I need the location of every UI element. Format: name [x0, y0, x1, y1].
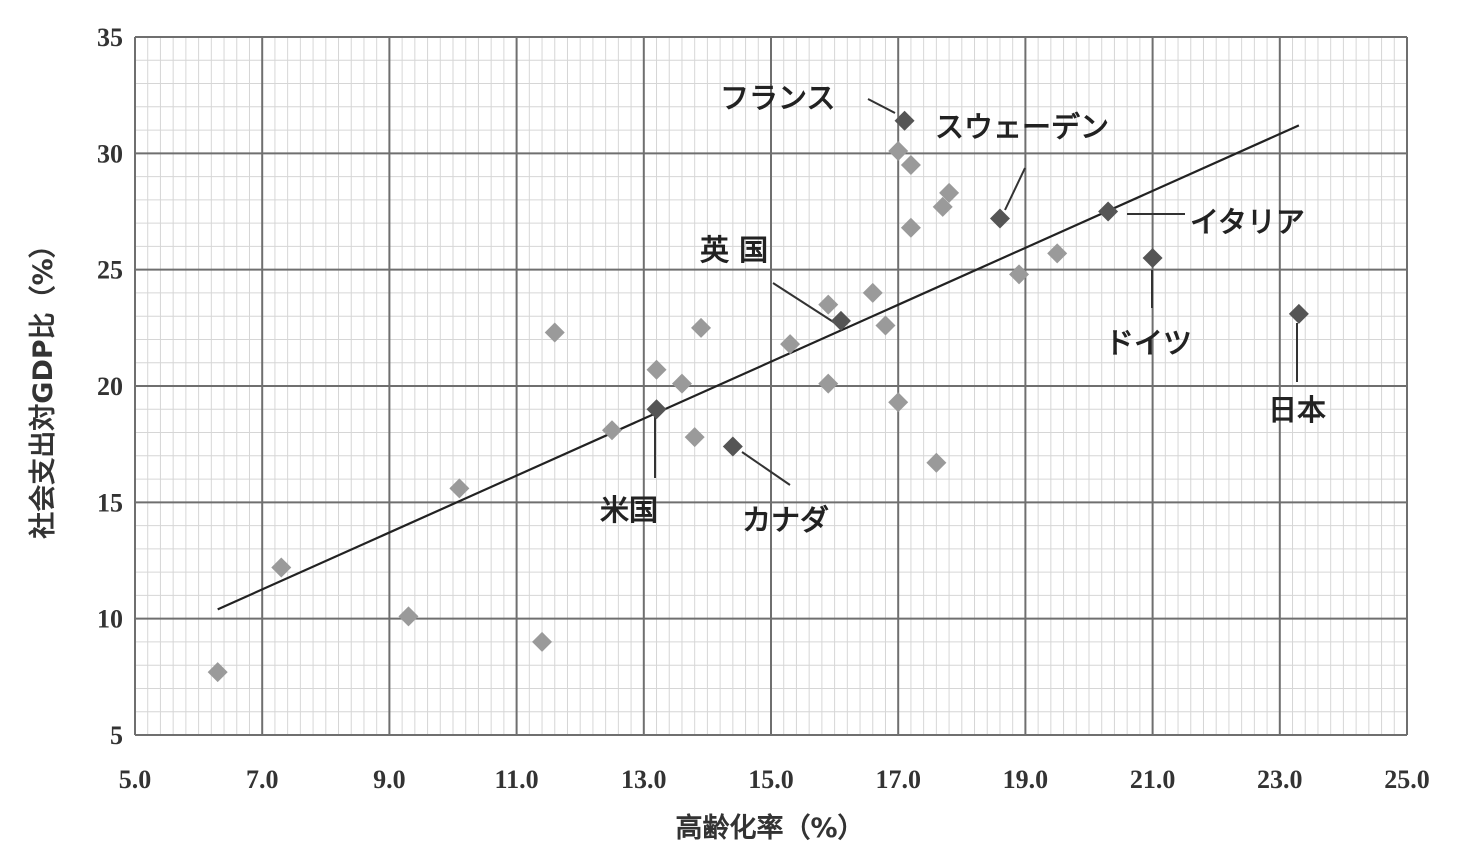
data-point: [939, 182, 960, 203]
trendline: [217, 124, 1300, 611]
highlighted-point: [646, 399, 667, 420]
y-tick-label: 5: [110, 721, 123, 750]
label-leader-line: [741, 451, 791, 486]
x-tick-label: 15.0: [748, 765, 794, 794]
data-points: [207, 110, 1309, 683]
highlighted-point: [989, 208, 1010, 229]
point-label: 英 国: [700, 233, 768, 267]
x-tick-labels: 5.0 7.0 9.0 11.0 13.0 15.0 17.0 19.0 21.0 23.0 25.…: [119, 765, 1430, 794]
point-label: 日本: [1268, 393, 1326, 427]
data-point: [1009, 264, 1030, 285]
highlighted-point: [722, 436, 743, 457]
x-tick-label: 17.0: [875, 765, 921, 794]
y-tick-label: 25: [97, 256, 123, 285]
point-label: フランス: [720, 81, 835, 115]
data-point: [271, 557, 292, 578]
data-point: [398, 606, 419, 627]
point-label: 米国: [600, 493, 658, 527]
data-point: [900, 154, 921, 175]
x-tick-label: 11.0: [495, 765, 539, 794]
data-point: [646, 359, 667, 380]
data-point: [900, 217, 921, 238]
x-tick-label: 23.0: [1257, 765, 1303, 794]
x-tick-label: 9.0: [373, 765, 406, 794]
x-tick-label: 21.0: [1130, 765, 1176, 794]
data-point: [862, 282, 883, 303]
x-tick-label: 5.0: [119, 765, 152, 794]
data-point: [818, 294, 839, 315]
data-point: [818, 373, 839, 394]
data-point: [544, 322, 565, 343]
data-point: [888, 141, 909, 162]
data-point: [671, 373, 692, 394]
highlighted-point: [1098, 201, 1119, 222]
y-tick-label: 10: [97, 605, 123, 634]
data-point: [888, 392, 909, 413]
major-grid: [134, 36, 1408, 736]
label-leader-line: [1004, 167, 1026, 211]
x-tick-label: 19.0: [1003, 765, 1049, 794]
y-tick-label: 20: [97, 372, 123, 401]
x-tick-label: 13.0: [621, 765, 667, 794]
highlighted-point: [830, 310, 851, 331]
data-point: [449, 478, 470, 499]
data-point: [691, 317, 712, 338]
data-point: [1047, 243, 1068, 264]
point-label: イタリア: [1190, 205, 1305, 239]
y-tick-label: 35: [97, 23, 123, 52]
point-label: スウェーデン: [935, 110, 1109, 144]
data-point: [780, 334, 801, 355]
label-leader-line: [772, 282, 836, 324]
label-leaders: [654, 98, 1298, 486]
y-tick-labels: 5 10 15 20 25 30 35: [97, 23, 123, 750]
x-tick-label: 25.0: [1384, 765, 1430, 794]
label-leader-line: [867, 98, 896, 114]
data-point: [532, 631, 553, 652]
highlighted-point: [894, 110, 915, 131]
y-tick-label: 30: [97, 139, 123, 168]
highlighted-point: [1142, 248, 1163, 269]
point-label: カナダ: [742, 503, 829, 537]
highlighted-point: [1288, 303, 1309, 324]
data-point: [602, 420, 622, 441]
data-point: [207, 662, 228, 683]
y-axis-title: 社会支出対GDP比（%）: [27, 231, 59, 538]
data-point: [875, 315, 896, 336]
y-tick-label: 15: [97, 488, 123, 517]
trendline: [217, 124, 1300, 611]
data-point: [684, 427, 705, 448]
data-point: [926, 452, 947, 473]
point-label: ドイツ: [1105, 326, 1192, 360]
data-point: [932, 196, 953, 217]
x-axis-title: 高齢化率（%）: [675, 812, 864, 844]
x-tick-label: 7.0: [246, 765, 279, 794]
